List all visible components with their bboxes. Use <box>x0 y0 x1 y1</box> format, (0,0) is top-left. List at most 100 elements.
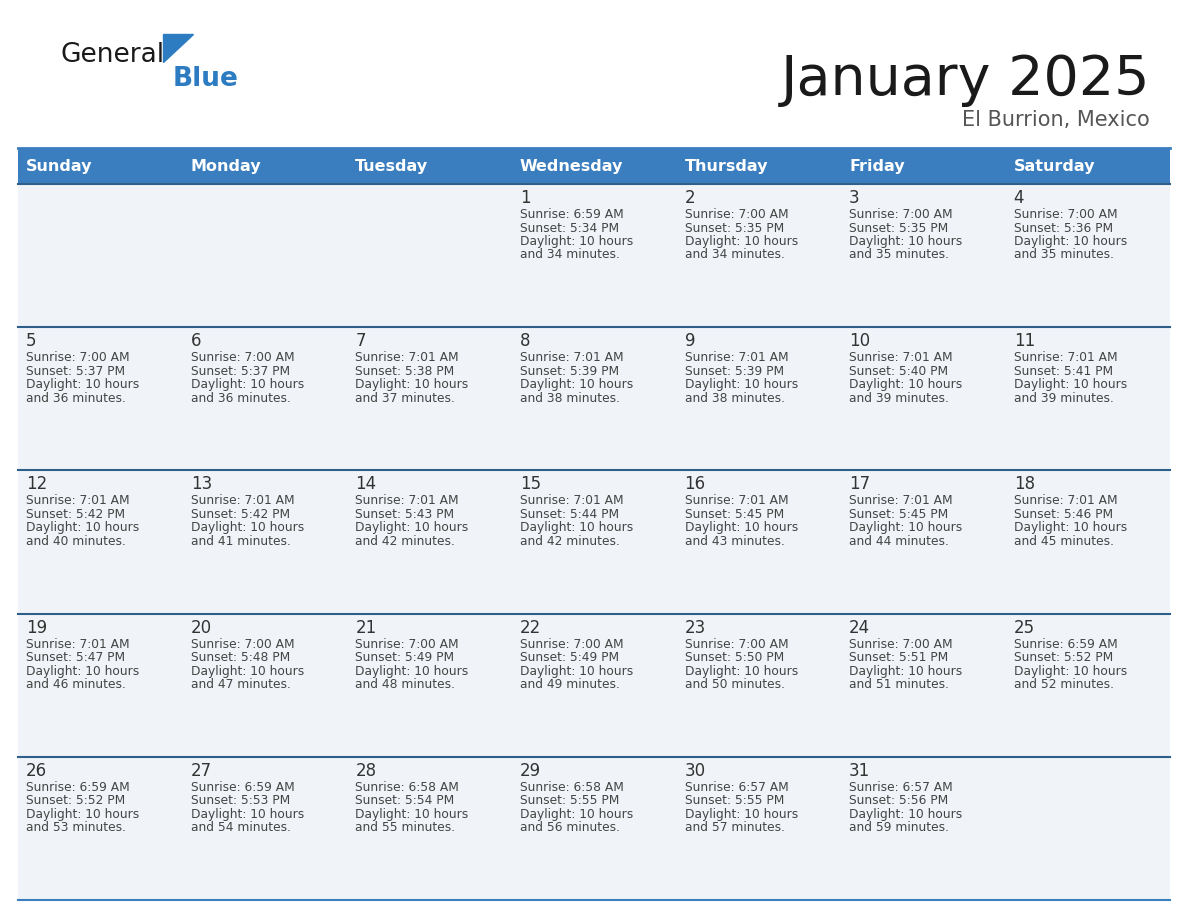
Text: Sunrise: 6:58 AM: Sunrise: 6:58 AM <box>355 781 460 794</box>
Text: and 35 minutes.: and 35 minutes. <box>1013 249 1113 262</box>
Text: Sunrise: 7:01 AM: Sunrise: 7:01 AM <box>684 495 788 508</box>
Text: and 37 minutes.: and 37 minutes. <box>355 392 455 405</box>
Text: 14: 14 <box>355 476 377 493</box>
Text: Daylight: 10 hours: Daylight: 10 hours <box>849 521 962 534</box>
Text: Daylight: 10 hours: Daylight: 10 hours <box>1013 665 1127 677</box>
Text: Daylight: 10 hours: Daylight: 10 hours <box>26 665 139 677</box>
Text: Sunrise: 7:01 AM: Sunrise: 7:01 AM <box>191 495 295 508</box>
Text: 26: 26 <box>26 762 48 779</box>
Text: Sunset: 5:42 PM: Sunset: 5:42 PM <box>26 508 126 521</box>
Text: Sunset: 5:45 PM: Sunset: 5:45 PM <box>684 508 784 521</box>
Text: Daylight: 10 hours: Daylight: 10 hours <box>191 521 304 534</box>
Text: Daylight: 10 hours: Daylight: 10 hours <box>1013 378 1127 391</box>
Text: Daylight: 10 hours: Daylight: 10 hours <box>849 235 962 248</box>
Text: Sunrise: 7:01 AM: Sunrise: 7:01 AM <box>355 495 459 508</box>
Text: Daylight: 10 hours: Daylight: 10 hours <box>520 808 633 821</box>
FancyBboxPatch shape <box>183 148 347 184</box>
Text: and 47 minutes.: and 47 minutes. <box>191 678 291 691</box>
Text: Tuesday: Tuesday <box>355 159 429 174</box>
Text: Sunset: 5:47 PM: Sunset: 5:47 PM <box>26 651 126 664</box>
Text: Sunset: 5:42 PM: Sunset: 5:42 PM <box>191 508 290 521</box>
Text: Sunrise: 7:00 AM: Sunrise: 7:00 AM <box>684 638 788 651</box>
Text: 4: 4 <box>1013 189 1024 207</box>
Text: Sunset: 5:37 PM: Sunset: 5:37 PM <box>26 364 126 377</box>
Text: 31: 31 <box>849 762 871 779</box>
Text: Sunrise: 7:01 AM: Sunrise: 7:01 AM <box>26 495 129 508</box>
Text: Sunrise: 7:01 AM: Sunrise: 7:01 AM <box>355 352 459 364</box>
Text: Sunset: 5:41 PM: Sunset: 5:41 PM <box>1013 364 1113 377</box>
Text: and 52 minutes.: and 52 minutes. <box>1013 678 1113 691</box>
Text: Daylight: 10 hours: Daylight: 10 hours <box>355 521 468 534</box>
Text: Daylight: 10 hours: Daylight: 10 hours <box>684 235 798 248</box>
Text: and 55 minutes.: and 55 minutes. <box>355 822 455 834</box>
Text: Blue: Blue <box>173 66 239 92</box>
Text: Daylight: 10 hours: Daylight: 10 hours <box>849 378 962 391</box>
Text: and 44 minutes.: and 44 minutes. <box>849 535 949 548</box>
Text: Sunset: 5:46 PM: Sunset: 5:46 PM <box>1013 508 1113 521</box>
Text: 5: 5 <box>26 332 37 350</box>
Text: Daylight: 10 hours: Daylight: 10 hours <box>355 808 468 821</box>
Text: and 36 minutes.: and 36 minutes. <box>26 392 126 405</box>
Text: Sunrise: 6:59 AM: Sunrise: 6:59 AM <box>520 208 624 221</box>
Text: 2: 2 <box>684 189 695 207</box>
Text: 21: 21 <box>355 619 377 636</box>
FancyBboxPatch shape <box>841 148 1005 184</box>
Text: Sunrise: 6:59 AM: Sunrise: 6:59 AM <box>1013 638 1118 651</box>
Text: and 51 minutes.: and 51 minutes. <box>849 678 949 691</box>
Text: 13: 13 <box>191 476 211 493</box>
Text: Sunset: 5:34 PM: Sunset: 5:34 PM <box>520 221 619 234</box>
Text: and 45 minutes.: and 45 minutes. <box>1013 535 1113 548</box>
Text: Daylight: 10 hours: Daylight: 10 hours <box>1013 521 1127 534</box>
Text: and 46 minutes.: and 46 minutes. <box>26 678 126 691</box>
Text: 16: 16 <box>684 476 706 493</box>
Text: and 49 minutes.: and 49 minutes. <box>520 678 620 691</box>
Text: Sunrise: 7:01 AM: Sunrise: 7:01 AM <box>520 495 624 508</box>
Text: Sunday: Sunday <box>26 159 93 174</box>
Text: Sunset: 5:36 PM: Sunset: 5:36 PM <box>1013 221 1113 234</box>
Text: and 39 minutes.: and 39 minutes. <box>849 392 949 405</box>
Text: 24: 24 <box>849 619 871 636</box>
Text: 6: 6 <box>191 332 201 350</box>
Text: Saturday: Saturday <box>1013 159 1095 174</box>
Text: Daylight: 10 hours: Daylight: 10 hours <box>1013 235 1127 248</box>
Text: Daylight: 10 hours: Daylight: 10 hours <box>355 378 468 391</box>
Text: 27: 27 <box>191 762 211 779</box>
Text: Sunset: 5:55 PM: Sunset: 5:55 PM <box>520 794 619 807</box>
Text: Friday: Friday <box>849 159 905 174</box>
Text: Sunrise: 7:00 AM: Sunrise: 7:00 AM <box>684 208 788 221</box>
Text: Sunrise: 7:01 AM: Sunrise: 7:01 AM <box>684 352 788 364</box>
Text: Daylight: 10 hours: Daylight: 10 hours <box>191 378 304 391</box>
Text: Sunrise: 6:57 AM: Sunrise: 6:57 AM <box>684 781 789 794</box>
Text: 29: 29 <box>520 762 541 779</box>
Text: Sunrise: 7:00 AM: Sunrise: 7:00 AM <box>191 352 295 364</box>
FancyBboxPatch shape <box>18 327 1170 470</box>
Text: Sunrise: 7:01 AM: Sunrise: 7:01 AM <box>849 352 953 364</box>
Text: Daylight: 10 hours: Daylight: 10 hours <box>520 378 633 391</box>
Text: and 35 minutes.: and 35 minutes. <box>849 249 949 262</box>
Text: Daylight: 10 hours: Daylight: 10 hours <box>849 808 962 821</box>
Text: Sunrise: 7:00 AM: Sunrise: 7:00 AM <box>191 638 295 651</box>
Text: Sunset: 5:54 PM: Sunset: 5:54 PM <box>355 794 455 807</box>
Text: 17: 17 <box>849 476 871 493</box>
Text: January 2025: January 2025 <box>781 53 1150 107</box>
Text: 8: 8 <box>520 332 531 350</box>
Text: Sunset: 5:53 PM: Sunset: 5:53 PM <box>191 794 290 807</box>
Text: 25: 25 <box>1013 619 1035 636</box>
Text: Sunset: 5:39 PM: Sunset: 5:39 PM <box>520 364 619 377</box>
Text: 20: 20 <box>191 619 211 636</box>
FancyBboxPatch shape <box>18 756 1170 900</box>
Text: and 38 minutes.: and 38 minutes. <box>684 392 784 405</box>
Text: Sunrise: 7:01 AM: Sunrise: 7:01 AM <box>1013 495 1117 508</box>
Text: Daylight: 10 hours: Daylight: 10 hours <box>191 808 304 821</box>
FancyBboxPatch shape <box>1005 148 1170 184</box>
FancyBboxPatch shape <box>18 184 1170 327</box>
Text: and 39 minutes.: and 39 minutes. <box>1013 392 1113 405</box>
Text: Sunrise: 6:58 AM: Sunrise: 6:58 AM <box>520 781 624 794</box>
Text: Daylight: 10 hours: Daylight: 10 hours <box>26 521 139 534</box>
Text: 30: 30 <box>684 762 706 779</box>
Text: Sunset: 5:56 PM: Sunset: 5:56 PM <box>849 794 948 807</box>
Text: 19: 19 <box>26 619 48 636</box>
Text: Sunrise: 7:00 AM: Sunrise: 7:00 AM <box>520 638 624 651</box>
Text: Sunrise: 7:00 AM: Sunrise: 7:00 AM <box>355 638 459 651</box>
Text: 12: 12 <box>26 476 48 493</box>
